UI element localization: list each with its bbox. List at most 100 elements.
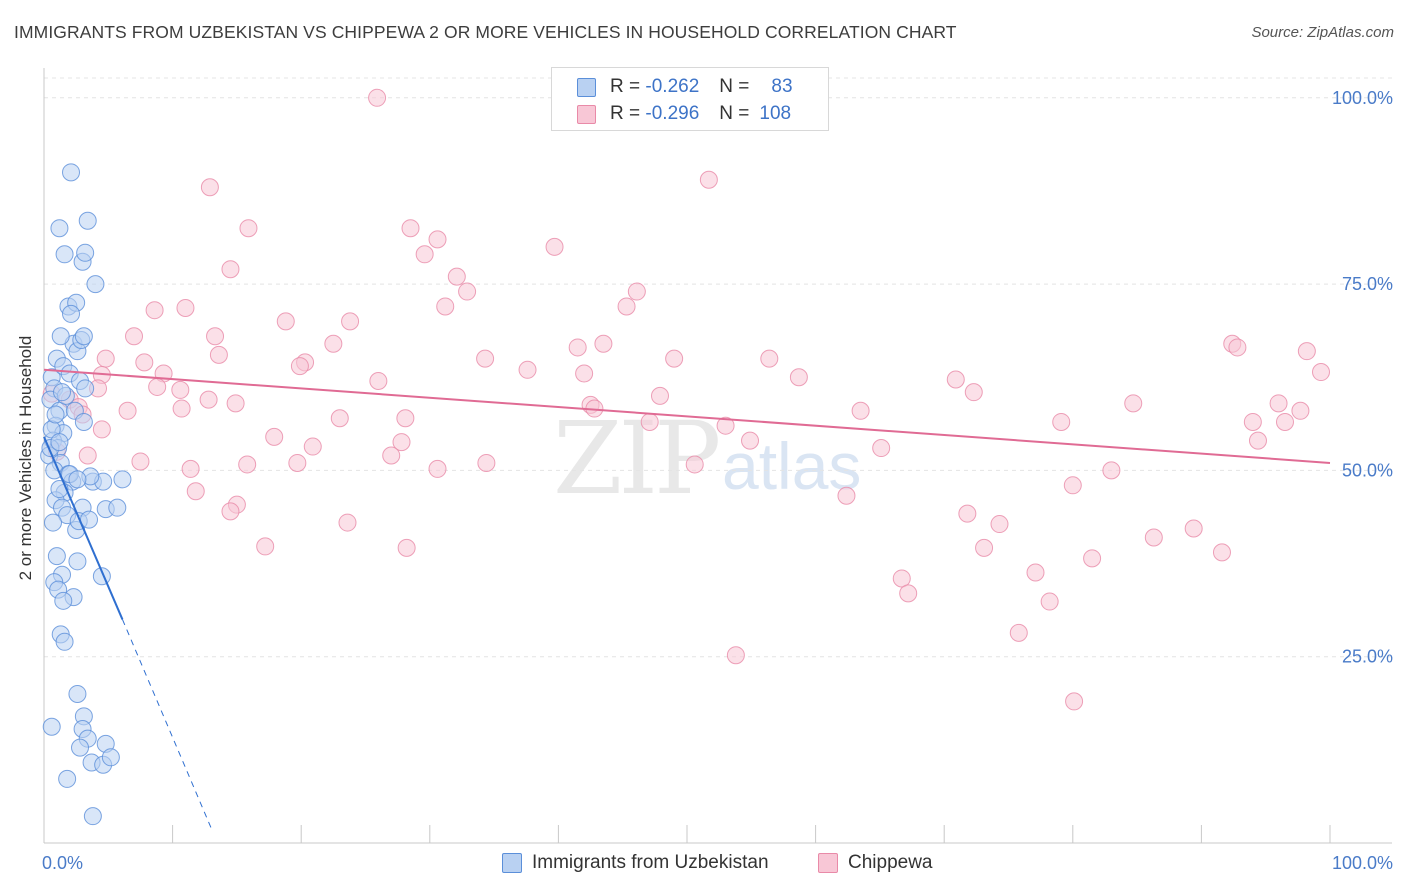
series-swatch-uzbekistan (502, 853, 522, 873)
data-point (324, 334, 343, 353)
data-point (145, 301, 164, 320)
data-point (760, 349, 779, 368)
data-point (837, 486, 856, 505)
data-point (382, 446, 401, 465)
data-point (68, 552, 87, 571)
data-point (76, 243, 95, 262)
legend-n-value: 108 (759, 103, 792, 124)
data-point (113, 470, 132, 489)
data-point (53, 383, 72, 402)
data-point (171, 380, 190, 399)
legend-n-label: N = (719, 103, 750, 124)
data-point (200, 178, 219, 197)
data-point (458, 282, 477, 301)
data-point (276, 312, 295, 331)
data-point (1083, 549, 1102, 568)
data-point (477, 453, 496, 472)
data-point (716, 416, 735, 435)
data-point (62, 304, 81, 323)
series-label-chippewa: Chippewa (848, 852, 933, 873)
series-swatch-chippewa (818, 853, 838, 873)
data-point (50, 219, 69, 238)
data-point (92, 420, 111, 439)
data-point (699, 170, 718, 189)
data-point (415, 245, 434, 264)
data-point (401, 219, 420, 238)
data-point (1102, 461, 1121, 480)
data-point (101, 748, 120, 767)
data-point (575, 364, 594, 383)
trend-line-extension (121, 619, 212, 829)
data-point (47, 547, 66, 566)
data-point (44, 513, 63, 532)
y-tick-label: 100.0% (1332, 88, 1393, 108)
data-point (238, 455, 257, 474)
y-tick-label: 75.0% (1342, 274, 1393, 294)
data-point (76, 379, 95, 398)
data-point (594, 334, 613, 353)
data-point (428, 230, 447, 249)
data-point (568, 338, 587, 357)
series-label-uzbekistan: Immigrants from Uzbekistan (532, 852, 769, 873)
data-point (1009, 623, 1028, 642)
data-point (239, 219, 258, 238)
data-point (741, 431, 760, 450)
data-point (108, 498, 127, 517)
series-legend-chippewa[interactable]: Chippewa (818, 852, 933, 874)
data-point (1052, 412, 1071, 431)
data-point (975, 538, 994, 557)
data-point (545, 237, 564, 256)
data-point (436, 297, 455, 316)
data-point (617, 297, 636, 316)
data-point (51, 327, 70, 346)
data-point (199, 390, 218, 409)
data-point (265, 427, 284, 446)
data-point (640, 412, 659, 431)
data-point (892, 569, 911, 588)
data-point (627, 282, 646, 301)
legend-r-value: -0.296 (645, 103, 700, 124)
data-point (341, 312, 360, 331)
data-point (288, 453, 307, 472)
data-point (226, 394, 245, 413)
correlation-legend: R = -0.262 N = 83 R = -0.296 N = 108 (551, 67, 829, 131)
data-point (397, 538, 416, 557)
data-point (1228, 338, 1247, 357)
data-point (206, 327, 225, 346)
legend-r-value: -0.262 (645, 76, 700, 97)
data-point (78, 211, 97, 230)
data-point (186, 482, 205, 501)
data-point (369, 371, 388, 390)
data-point (1248, 431, 1267, 450)
data-point (1184, 519, 1203, 538)
legend-row-uzbekistan: R = -0.262 N = 83 (552, 73, 793, 101)
data-point (518, 360, 537, 379)
data-point (1065, 692, 1084, 711)
data-point (221, 260, 240, 279)
data-point (1275, 412, 1294, 431)
series-chippewa (42, 88, 1330, 711)
data-point (899, 584, 918, 603)
data-point (396, 409, 415, 428)
data-point (1297, 342, 1316, 361)
data-point (148, 377, 167, 396)
data-point (86, 275, 105, 294)
data-point (392, 433, 411, 452)
data-point (1243, 412, 1262, 431)
data-point (946, 370, 965, 389)
data-point (290, 357, 309, 376)
data-point (71, 738, 90, 757)
data-point (368, 88, 387, 107)
data-point (872, 439, 891, 458)
legend-swatch-chippewa (577, 104, 596, 124)
data-point (1040, 592, 1059, 611)
data-point (74, 412, 93, 431)
data-point (58, 769, 77, 788)
y-tick-label: 25.0% (1342, 647, 1393, 667)
data-point (447, 267, 466, 286)
data-point (78, 446, 97, 465)
series-legend-uzbekistan[interactable]: Immigrants from Uzbekistan (502, 852, 769, 874)
legend-r-label: R = (610, 103, 641, 124)
series-legend: Immigrants from Uzbekistan Chippewa (0, 852, 1406, 878)
